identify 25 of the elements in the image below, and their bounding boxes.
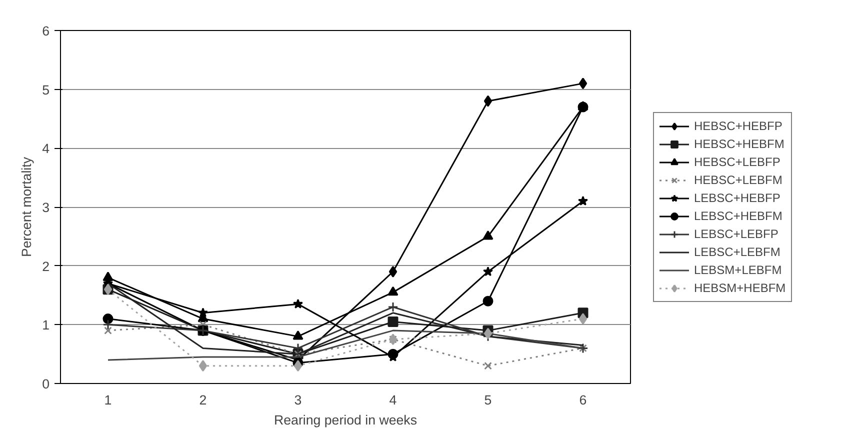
legend-label: LEBSC+LEBFM [694,244,780,260]
x-tick-label: 3 [294,392,302,408]
legend-label: LEBSC+HEBFP [694,190,780,206]
y-axis-title: Percent mortality [19,156,34,257]
legend-label: HEBSC+LEBFM [694,172,782,188]
legend-label: HEBSC+HEBFM [694,136,784,152]
legend-label: LEBSC+HEBFM [694,208,782,224]
legend-label: LEBSM+LEBFM [694,262,782,278]
y-tick-label: 2 [42,258,50,274]
legend-label: HEBSC+HEBFP [694,118,782,134]
y-tick-label: 1 [42,318,50,333]
x-tick-label: 1 [104,392,112,408]
y-tick-label: 6 [42,24,50,38]
x-tick-label: 4 [389,392,398,408]
x-axis-title: Rearing period in weeks [274,412,418,428]
legend-label: LEBSC+LEBFP [694,226,778,242]
y-tick-label: 5 [42,82,50,98]
y-tick-label: 0 [42,376,50,392]
x-tick-label: 6 [579,392,587,408]
y-tick-label: 3 [42,200,50,215]
legend-label: HEBSM+HEBFM [694,280,786,296]
x-tick-label: 2 [199,392,207,408]
y-tick-label: 4 [42,141,50,156]
x-tick-label: 5 [484,392,492,408]
legend-label: HEBSC+LEBFP [694,154,780,170]
